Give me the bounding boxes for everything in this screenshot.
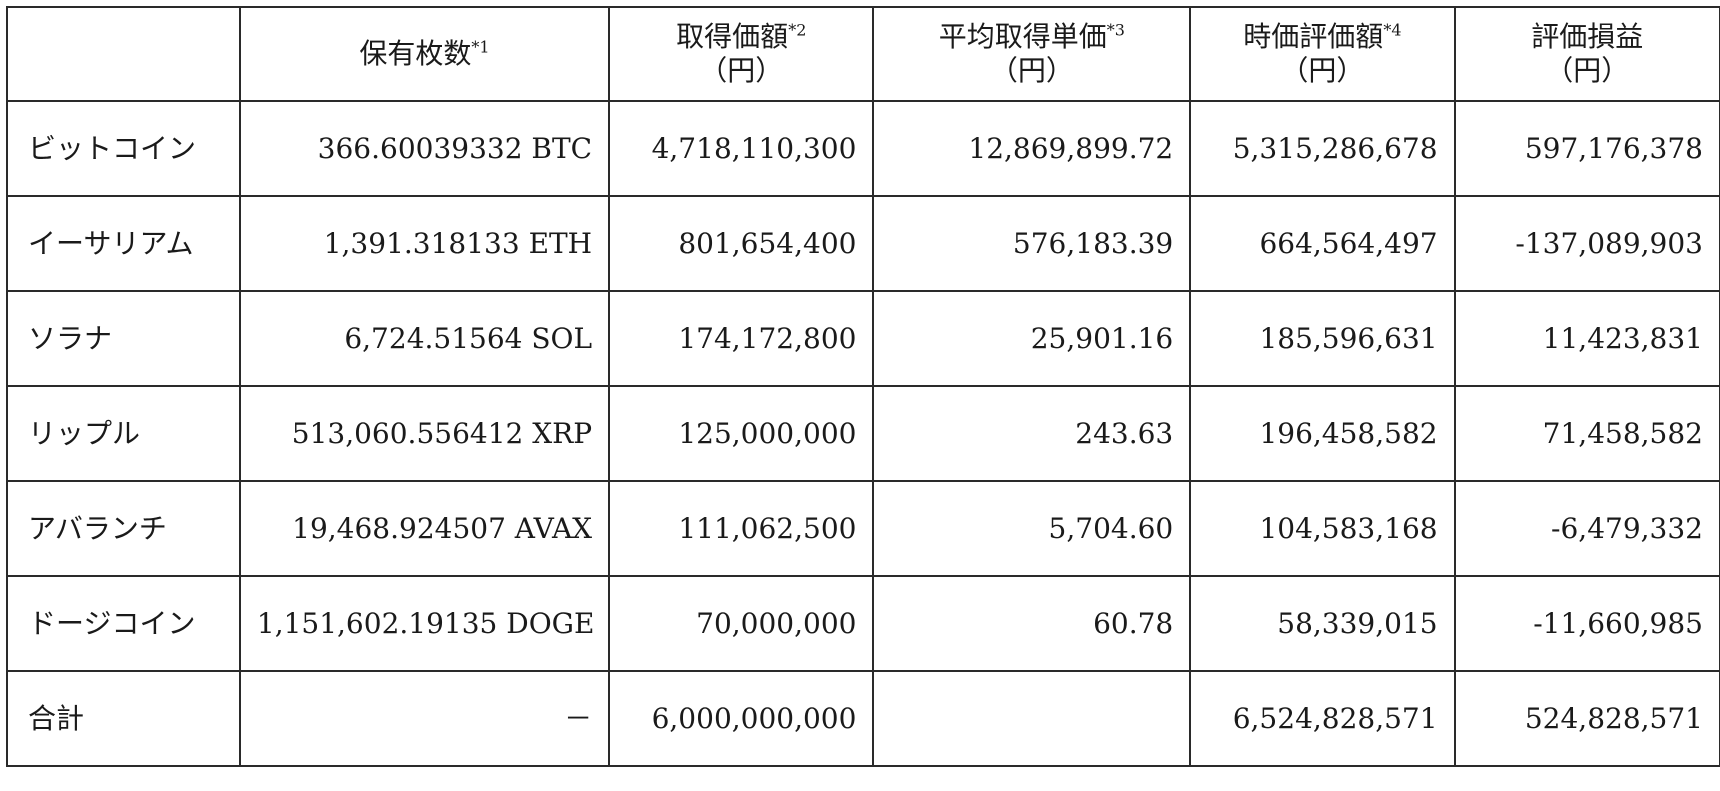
header-holdings: 保有枚数*1 bbox=[238, 6, 611, 102]
total-row: 合計 － 6,000,000,000 6,524,828,571 524,828… bbox=[6, 670, 1720, 767]
unrealized-pl-cell: 597,176,378 bbox=[1453, 100, 1720, 197]
asset-name: ビットコイン bbox=[6, 100, 241, 197]
holdings-cell: 366.60039332 BTC bbox=[238, 100, 611, 197]
market-value-cell: 6,524,828,571 bbox=[1189, 670, 1456, 767]
unrealized-pl-cell: -11,660,985 bbox=[1453, 575, 1720, 672]
unrealized-pl-cell: 71,458,582 bbox=[1453, 385, 1720, 482]
unrealized-pl-cell: -6,479,332 bbox=[1453, 480, 1720, 577]
table-row: ソラナ 6,724.51564 SOL 174,172,800 25,901.1… bbox=[6, 290, 1720, 387]
crypto-holdings-table: 保有枚数*1 取得価額*2 （円） 平均取得単価*3 （円） 時価評価額*4 （… bbox=[6, 6, 1720, 767]
acquisition-cost-cell: 801,654,400 bbox=[608, 195, 875, 292]
acquisition-cost-cell: 174,172,800 bbox=[608, 290, 875, 387]
market-value-cell: 664,564,497 bbox=[1189, 195, 1456, 292]
asset-name: リップル bbox=[6, 385, 241, 482]
unrealized-pl-cell: -137,089,903 bbox=[1453, 195, 1720, 292]
market-value-cell: 196,458,582 bbox=[1189, 385, 1456, 482]
holdings-cell: 513,060.556412 XRP bbox=[238, 385, 611, 482]
acquisition-cost-cell: 111,062,500 bbox=[608, 480, 875, 577]
holdings-cell: 19,468.924507 AVAX bbox=[238, 480, 611, 577]
header-unrealized-pl: 評価損益 （円） bbox=[1453, 6, 1720, 102]
table-row: リップル 513,060.556412 XRP 125,000,000 243.… bbox=[6, 385, 1720, 482]
unrealized-pl-cell: 524,828,571 bbox=[1453, 670, 1720, 767]
market-value-cell: 5,315,286,678 bbox=[1189, 100, 1456, 197]
avg-unit-cost-cell: 25,901.16 bbox=[872, 290, 1192, 387]
unrealized-pl-cell: 11,423,831 bbox=[1453, 290, 1720, 387]
table-row: アバランチ 19,468.924507 AVAX 111,062,500 5,7… bbox=[6, 480, 1720, 577]
asset-name: ソラナ bbox=[6, 290, 241, 387]
avg-unit-cost-cell bbox=[872, 670, 1192, 767]
holdings-cell: 1,151,602.19135 DOGE bbox=[238, 575, 611, 672]
avg-unit-cost-cell: 243.63 bbox=[872, 385, 1192, 482]
header-market-value: 時価評価額*4 （円） bbox=[1189, 6, 1456, 102]
asset-name: イーサリアム bbox=[6, 195, 241, 292]
header-avg-unit-cost: 平均取得単価*3 （円） bbox=[872, 6, 1192, 102]
market-value-cell: 104,583,168 bbox=[1189, 480, 1456, 577]
market-value-cell: 185,596,631 bbox=[1189, 290, 1456, 387]
acquisition-cost-cell: 6,000,000,000 bbox=[608, 670, 875, 767]
table-row: イーサリアム 1,391.318133 ETH 801,654,400 576,… bbox=[6, 195, 1720, 292]
header-acquisition-cost: 取得価額*2 （円） bbox=[608, 6, 875, 102]
avg-unit-cost-cell: 12,869,899.72 bbox=[872, 100, 1192, 197]
holdings-cell: 6,724.51564 SOL bbox=[238, 290, 611, 387]
holdings-table-container: 保有枚数*1 取得価額*2 （円） 平均取得単価*3 （円） 時価評価額*4 （… bbox=[6, 6, 1720, 767]
header-row: 保有枚数*1 取得価額*2 （円） 平均取得単価*3 （円） 時価評価額*4 （… bbox=[6, 6, 1720, 102]
holdings-cell: － bbox=[238, 670, 611, 767]
avg-unit-cost-cell: 576,183.39 bbox=[872, 195, 1192, 292]
avg-unit-cost-cell: 60.78 bbox=[872, 575, 1192, 672]
table-row: ドージコイン 1,151,602.19135 DOGE 70,000,000 6… bbox=[6, 575, 1720, 672]
asset-name: ドージコイン bbox=[6, 575, 241, 672]
header-empty-cell bbox=[6, 6, 241, 102]
acquisition-cost-cell: 4,718,110,300 bbox=[608, 100, 875, 197]
asset-name: アバランチ bbox=[6, 480, 241, 577]
acquisition-cost-cell: 125,000,000 bbox=[608, 385, 875, 482]
acquisition-cost-cell: 70,000,000 bbox=[608, 575, 875, 672]
market-value-cell: 58,339,015 bbox=[1189, 575, 1456, 672]
avg-unit-cost-cell: 5,704.60 bbox=[872, 480, 1192, 577]
total-label: 合計 bbox=[6, 670, 241, 767]
table-row: ビットコイン 366.60039332 BTC 4,718,110,300 12… bbox=[6, 100, 1720, 197]
holdings-cell: 1,391.318133 ETH bbox=[238, 195, 611, 292]
